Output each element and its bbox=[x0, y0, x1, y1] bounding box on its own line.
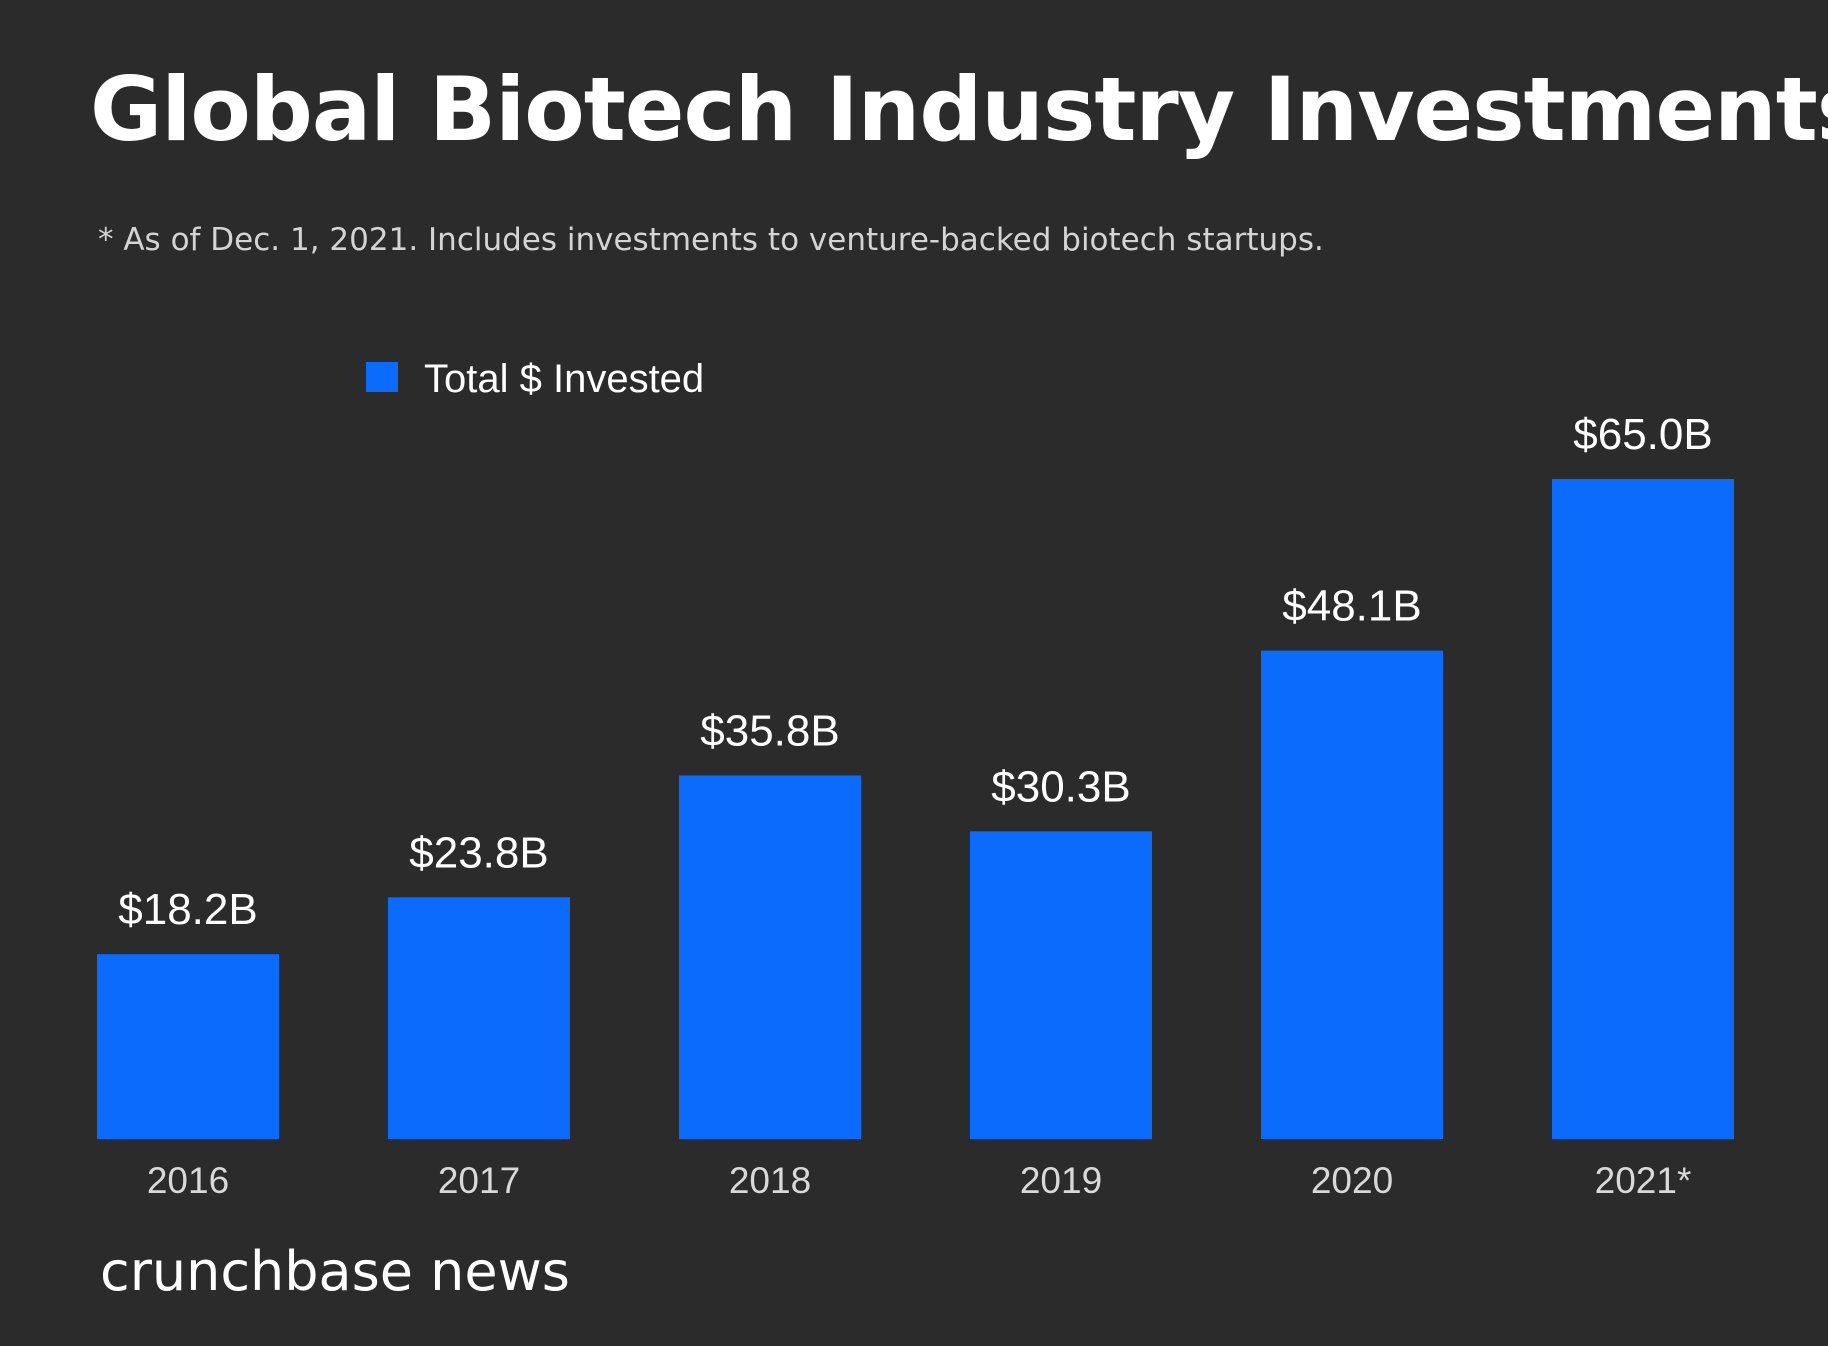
bar-2019 bbox=[970, 831, 1152, 1139]
legend-label: Total $ Invested bbox=[424, 357, 704, 401]
data-label-2017: $23.8B bbox=[409, 828, 548, 877]
bar-2017 bbox=[388, 897, 570, 1139]
x-tick-label-2017: 2017 bbox=[438, 1160, 520, 1201]
x-tick-label-2019: 2019 bbox=[1020, 1160, 1102, 1201]
bars-group bbox=[97, 479, 1734, 1139]
legend: Total $ Invested bbox=[366, 357, 704, 401]
x-tick-labels-group: 2016 2017 2018 2019 2020 2021* bbox=[147, 1160, 1692, 1201]
bar-chart: Total $ Invested $18.2B $23.8B $35.8B $30.3… bbox=[97, 357, 1734, 1201]
bar-2021 bbox=[1552, 479, 1734, 1139]
bar-2016 bbox=[97, 954, 279, 1139]
data-label-2020: $48.1B bbox=[1282, 582, 1421, 631]
legend-swatch bbox=[366, 362, 398, 392]
x-tick-label-2018: 2018 bbox=[729, 1160, 811, 1201]
brand-logo-text: crunchbase news bbox=[100, 1240, 570, 1303]
bar-2018 bbox=[679, 775, 861, 1139]
x-tick-label-2020: 2020 bbox=[1311, 1160, 1393, 1201]
x-tick-label-2016: 2016 bbox=[147, 1160, 229, 1201]
chart-subtitle: * As of Dec. 1, 2021. Includes investmen… bbox=[98, 222, 1324, 258]
value-labels-group: $18.2B $23.8B $35.8B $30.3B $48.1B $65.0B bbox=[118, 410, 1712, 934]
data-label-2019: $30.3B bbox=[991, 762, 1130, 811]
data-label-2016: $18.2B bbox=[118, 885, 257, 934]
x-tick-label-2021: 2021* bbox=[1595, 1160, 1692, 1201]
data-label-2021: $65.0B bbox=[1573, 410, 1712, 459]
bar-2020 bbox=[1261, 650, 1443, 1139]
data-label-2018: $35.8B bbox=[700, 706, 839, 755]
chart-title: Global Biotech Industry Investments bbox=[90, 58, 1828, 161]
